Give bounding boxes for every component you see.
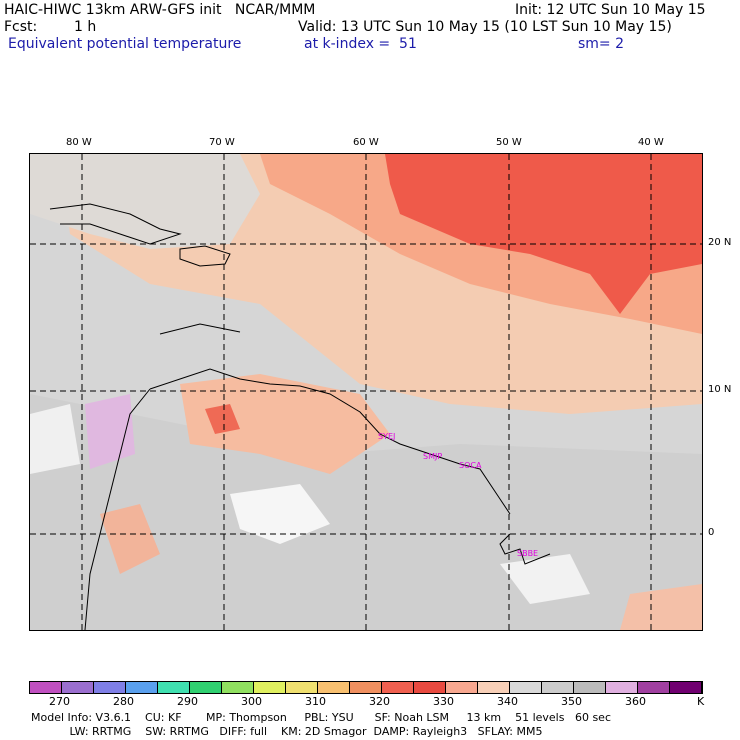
level-index: at k-index = 51: [304, 36, 417, 52]
colorbar-unit: K: [697, 695, 705, 708]
colorbar-swatch: [382, 682, 414, 693]
lat-label-10n: 10 N: [708, 384, 732, 395]
colorbar-swatch: [222, 682, 254, 693]
model-info-line1: Model Info: V3.6.1 CU: KF MP: Thompson P…: [31, 711, 611, 724]
header-title: HAIC-HIWC 13km ARW-GFS init NCAR/MMM: [4, 2, 316, 18]
colorbar-tick-label: 290: [177, 695, 198, 708]
colorbar-tick-label: 310: [305, 695, 326, 708]
colorbar-swatch: [510, 682, 542, 693]
field-name: Equivalent potential temperature: [8, 36, 242, 52]
colorbar-swatch: [542, 682, 574, 693]
colorbar-tick-label: 300: [241, 695, 262, 708]
station-label: SMJP: [423, 452, 443, 461]
init-time: Init: 12 UTC Sun 10 May 15: [515, 2, 706, 18]
colorbar-swatch: [62, 682, 94, 693]
map-panel: [29, 153, 703, 631]
lon-label-40w: 40 W: [638, 137, 664, 148]
colorbar-swatch: [254, 682, 286, 693]
colorbar-tick-label: 330: [433, 695, 454, 708]
colorbar-tick-label: 270: [49, 695, 70, 708]
station-label: SBBE: [517, 549, 539, 558]
colorbar-swatch: [446, 682, 478, 693]
map-canvas: [30, 154, 702, 630]
lon-label-60w: 60 W: [353, 137, 379, 148]
colorbar-swatch: [30, 682, 62, 693]
lat-label-0: 0: [708, 527, 715, 538]
colorbar-tick-label: 340: [497, 695, 518, 708]
colorbar-swatch: [158, 682, 190, 693]
colorbar-swatch: [606, 682, 638, 693]
colorbar-tick-label: 320: [369, 695, 390, 708]
colorbar-swatch: [670, 682, 702, 693]
colorbar-tick-label: 350: [561, 695, 582, 708]
lon-label-70w: 70 W: [209, 137, 235, 148]
lon-label-50w: 50 W: [496, 137, 522, 148]
fcst-label: Fcst:: [4, 19, 38, 35]
colorbar-swatch: [286, 682, 318, 693]
smoothing-value: sm= 2: [578, 36, 625, 52]
colorbar-swatch: [414, 682, 446, 693]
station-label: SYEJ: [378, 432, 396, 441]
colorbar-swatch: [478, 682, 510, 693]
colorbar-swatch: [574, 682, 606, 693]
fcst-value: 1 h: [74, 19, 97, 35]
colorbar-swatch: [638, 682, 670, 693]
valid-time: Valid: 13 UTC Sun 10 May 15 (10 LST Sun …: [298, 19, 672, 35]
lat-label-20n: 20 N: [708, 237, 732, 248]
colorbar-swatch: [350, 682, 382, 693]
colorbar-swatch: [94, 682, 126, 693]
colorbar: [29, 681, 703, 694]
colorbar-swatch: [318, 682, 350, 693]
lon-label-80w: 80 W: [66, 137, 92, 148]
colorbar-swatch: [190, 682, 222, 693]
station-label: SOCA: [459, 461, 482, 470]
colorbar-tick-label: 280: [113, 695, 134, 708]
colorbar-swatch: [126, 682, 158, 693]
model-info-line2: LW: RRTMG SW: RRTMG DIFF: full KM: 2D Sm…: [31, 725, 543, 738]
colorbar-tick-label: 360: [625, 695, 646, 708]
